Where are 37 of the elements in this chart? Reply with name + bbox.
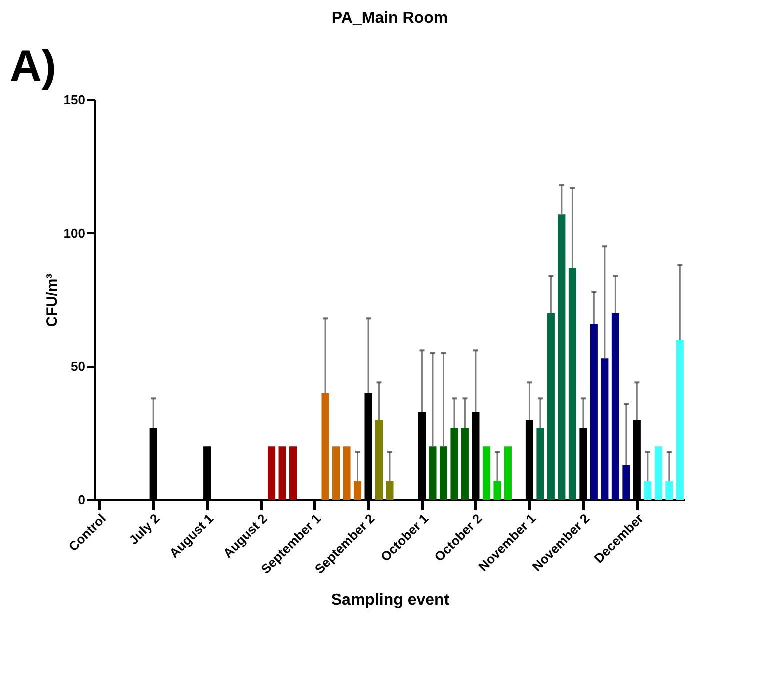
bar xyxy=(461,428,469,500)
bar xyxy=(590,324,598,500)
bar xyxy=(322,393,330,500)
bar xyxy=(504,446,512,500)
x-tick-label: July 2 xyxy=(126,511,163,548)
bar xyxy=(386,481,394,500)
bar xyxy=(568,268,576,500)
bar xyxy=(666,481,674,500)
bar xyxy=(622,465,630,500)
chart-title: PA_Main Room xyxy=(332,10,448,27)
text: A) xyxy=(10,42,56,91)
y-tick-label: 50 xyxy=(71,359,86,374)
bar xyxy=(654,446,662,500)
bar xyxy=(278,446,286,500)
bar xyxy=(536,428,544,500)
y-tick-label: 100 xyxy=(64,226,86,241)
y-tick-label: 150 xyxy=(64,92,86,108)
bar xyxy=(547,313,555,500)
x-axis-title: Sampling event xyxy=(331,592,450,609)
y-tick-label: 0 xyxy=(78,492,86,508)
y-axis-title: CFU/m³ xyxy=(44,274,61,328)
bar xyxy=(268,446,276,500)
bar xyxy=(375,420,384,500)
bar xyxy=(290,446,298,500)
bar xyxy=(343,446,351,500)
bar xyxy=(676,340,684,500)
bar xyxy=(558,214,566,500)
bar xyxy=(601,358,609,500)
bar xyxy=(450,428,458,500)
bar xyxy=(612,313,620,500)
bar xyxy=(354,481,362,500)
bar xyxy=(332,446,340,500)
bar xyxy=(644,481,652,500)
bar xyxy=(494,481,502,500)
bar xyxy=(482,446,490,500)
bar xyxy=(440,446,448,500)
bar xyxy=(429,446,437,500)
